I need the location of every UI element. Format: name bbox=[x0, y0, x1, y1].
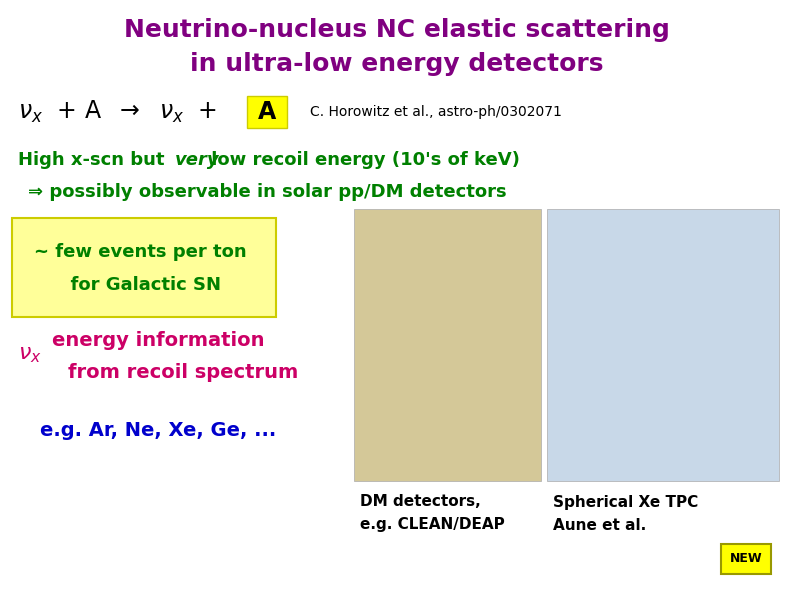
Text: ~ few events per ton: ~ few events per ton bbox=[33, 243, 246, 261]
Text: very: very bbox=[175, 151, 220, 169]
FancyBboxPatch shape bbox=[354, 209, 541, 481]
FancyBboxPatch shape bbox=[247, 96, 287, 128]
Text: e.g. Ar, Ne, Xe, Ge, ...: e.g. Ar, Ne, Xe, Ge, ... bbox=[40, 421, 276, 440]
Text: in ultra-low energy detectors: in ultra-low energy detectors bbox=[191, 52, 603, 76]
Text: $\nu_x$: $\nu_x$ bbox=[18, 345, 42, 365]
Text: Neutrino-nucleus NC elastic scattering: Neutrino-nucleus NC elastic scattering bbox=[124, 18, 670, 42]
Text: ⇒ possibly observable in solar pp/DM detectors: ⇒ possibly observable in solar pp/DM det… bbox=[28, 183, 507, 201]
Text: Aune et al.: Aune et al. bbox=[553, 518, 646, 533]
Text: Spherical Xe TPC: Spherical Xe TPC bbox=[553, 494, 698, 509]
Text: e.g. CLEAN/DEAP: e.g. CLEAN/DEAP bbox=[360, 518, 505, 533]
FancyBboxPatch shape bbox=[547, 209, 779, 481]
Text: DM detectors,: DM detectors, bbox=[360, 494, 480, 509]
Text: energy information: energy information bbox=[52, 331, 264, 350]
Text: from recoil spectrum: from recoil spectrum bbox=[68, 364, 299, 383]
Text: A: A bbox=[258, 100, 276, 124]
Text: High x-scn but: High x-scn but bbox=[18, 151, 171, 169]
Text: NEW: NEW bbox=[730, 553, 762, 565]
FancyBboxPatch shape bbox=[721, 544, 771, 574]
Text: C. Horowitz et al., astro-ph/0302071: C. Horowitz et al., astro-ph/0302071 bbox=[310, 105, 562, 119]
Text: $\nu_x$  + A  $\rightarrow$  $\nu_x$  +: $\nu_x$ + A $\rightarrow$ $\nu_x$ + bbox=[18, 99, 220, 125]
FancyBboxPatch shape bbox=[12, 218, 276, 317]
Text: for Galactic SN: for Galactic SN bbox=[59, 276, 222, 294]
Text: low recoil energy (10's of keV): low recoil energy (10's of keV) bbox=[205, 151, 520, 169]
